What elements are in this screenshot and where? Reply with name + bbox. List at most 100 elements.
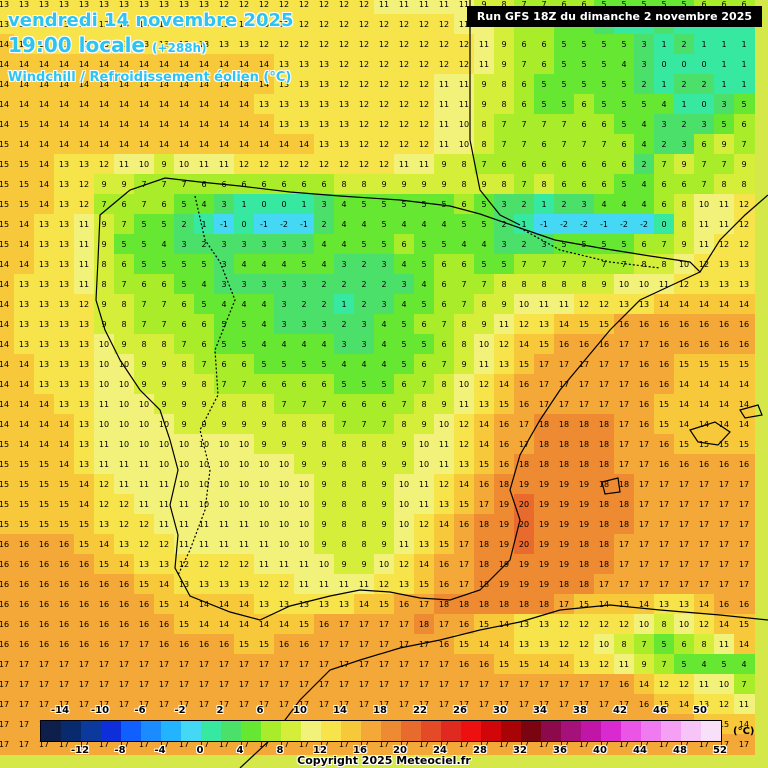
grid-cell xyxy=(334,234,355,255)
grid-cell xyxy=(0,114,15,135)
grid-cell xyxy=(454,294,475,315)
grid-value-label: 10 xyxy=(119,400,129,409)
grid-value-label: 17 xyxy=(219,700,229,709)
grid-value-label: 17 xyxy=(119,680,129,689)
grid-cell xyxy=(234,254,255,275)
grid-cell xyxy=(154,334,175,355)
grid-value-label: 14 xyxy=(199,120,209,129)
grid-value-label: 12 xyxy=(99,160,109,169)
grid-value-label: 7 xyxy=(481,160,486,169)
grid-cell xyxy=(734,734,755,755)
grid-cell xyxy=(434,514,455,535)
grid-cell xyxy=(114,674,135,695)
grid-cell xyxy=(214,494,235,515)
grid-value-label: 3 xyxy=(221,280,226,289)
grid-cell xyxy=(494,534,515,555)
grid-value-label: 18 xyxy=(559,440,569,449)
grid-value-label: 8 xyxy=(341,540,346,549)
copyright: Copyright 2025 Meteociel.fr xyxy=(297,754,471,767)
grid-value-label: 16 xyxy=(659,460,669,469)
grid-cell xyxy=(694,54,715,75)
grid-cell xyxy=(714,514,735,535)
grid-value-label: 17 xyxy=(299,700,309,709)
grid-cell xyxy=(474,94,495,115)
grid-value-label: 16 xyxy=(99,580,109,589)
grid-value-label: 17 xyxy=(579,380,589,389)
grid-cell xyxy=(134,254,155,275)
grid-cell xyxy=(534,54,555,75)
grid-value-label: 9 xyxy=(681,240,686,249)
grid-cell xyxy=(14,254,35,275)
grid-value-label: 7 xyxy=(601,260,606,269)
grid-value-label: 11 xyxy=(139,460,149,469)
grid-cell xyxy=(694,694,715,715)
grid-value-label: 17 xyxy=(399,640,409,649)
grid-cell xyxy=(574,574,595,595)
grid-value-label: 17 xyxy=(639,540,649,549)
grid-value-label: 5 xyxy=(301,260,306,269)
grid-cell xyxy=(254,694,275,715)
grid-value-label: 11 xyxy=(359,580,369,589)
grid-cell xyxy=(294,414,315,435)
grid-value-label: 12 xyxy=(379,160,389,169)
legend-tick-label: 8 xyxy=(276,745,284,756)
grid-cell xyxy=(234,214,255,235)
grid-value-label: 12 xyxy=(499,340,509,349)
grid-cell xyxy=(34,94,55,115)
grid-cell xyxy=(194,154,215,175)
grid-cell xyxy=(134,214,155,235)
grid-cell xyxy=(154,454,175,475)
grid-cell xyxy=(714,234,735,255)
grid-cell xyxy=(94,114,115,135)
grid-value-label: 17 xyxy=(459,580,469,589)
grid-cell xyxy=(134,574,155,595)
grid-cell xyxy=(614,154,635,175)
grid-cell xyxy=(134,154,155,175)
grid-cell xyxy=(634,54,655,75)
grid-value-label: 17 xyxy=(379,620,389,629)
grid-value-label: 11 xyxy=(439,120,449,129)
grid-value-label: 18 xyxy=(599,420,609,429)
grid-value-label: 12 xyxy=(239,0,249,9)
grid-cell xyxy=(0,534,15,555)
grid-value-label: 17 xyxy=(619,340,629,349)
grid-value-label: 9 xyxy=(381,520,386,529)
grid-value-label: 12 xyxy=(659,680,669,689)
grid-cell xyxy=(514,574,535,595)
grid-value-label: 12 xyxy=(179,560,189,569)
grid-value-label: 6 xyxy=(401,380,406,389)
grid-value-label: -2 xyxy=(280,220,288,229)
grid-cell xyxy=(234,134,255,155)
grid-value-label: 14 xyxy=(739,380,749,389)
grid-cell xyxy=(254,474,275,495)
grid-value-label: -2 xyxy=(580,220,588,229)
grid-cell xyxy=(434,94,455,115)
grid-value-label: 13 xyxy=(199,580,209,589)
grid-cell xyxy=(354,174,375,195)
grid-value-label: 17 xyxy=(539,700,549,709)
grid-cell xyxy=(234,294,255,315)
grid-value-label: 17 xyxy=(539,680,549,689)
grid-value-label: 14 xyxy=(259,140,269,149)
grid-cell xyxy=(654,474,675,495)
grid-value-label: 12 xyxy=(219,0,229,9)
grid-value-label: 15 xyxy=(699,360,709,369)
grid-cell xyxy=(654,534,675,555)
grid-value-label: 13 xyxy=(99,20,109,29)
grid-value-label: 13 xyxy=(19,280,29,289)
grid-cell xyxy=(714,654,735,675)
grid-value-label: 6 xyxy=(661,180,666,189)
grid-value-label: 15 xyxy=(459,640,469,649)
grid-value-label: 14 xyxy=(59,60,69,69)
grid-value-label: 12 xyxy=(359,80,369,89)
grid-value-label: 3 xyxy=(281,300,286,309)
legend-tick-label: 40 xyxy=(593,745,607,756)
grid-value-label: 1 xyxy=(741,40,746,49)
grid-cell xyxy=(614,454,635,475)
grid-cell xyxy=(274,254,295,275)
grid-value-label: 13 xyxy=(179,0,189,9)
grid-cell xyxy=(14,354,35,375)
grid-value-label: 11 xyxy=(379,0,389,9)
grid-cell xyxy=(174,314,195,335)
grid-value-label: 16 xyxy=(619,680,629,689)
